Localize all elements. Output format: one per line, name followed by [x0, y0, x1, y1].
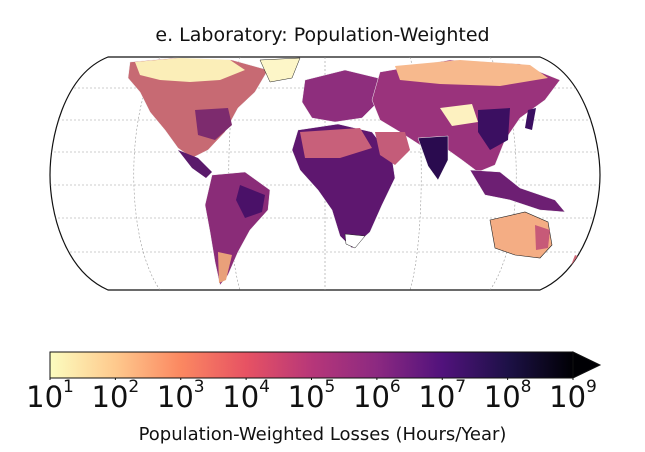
colorbar-tick-label: 102: [91, 377, 140, 414]
north-america: [127, 57, 269, 159]
europe: [301, 69, 381, 123]
siberia: [395, 60, 548, 86]
canada-north: [135, 58, 245, 82]
patagonia: [218, 252, 232, 283]
central-america: [178, 150, 212, 178]
africa-south-tip: [344, 233, 366, 249]
south-america-east: [236, 185, 265, 218]
colorbar-extend-arrow: [572, 351, 602, 379]
colorbar-label: Population-Weighted Losses (Hours/Year): [138, 424, 507, 445]
tibet: [440, 104, 478, 126]
colorbar-tick-label: 109: [549, 377, 597, 414]
southeast-asia: [469, 169, 566, 213]
china-east: [478, 108, 510, 150]
colorbar-tick-label: 106: [353, 377, 401, 414]
colorbar-tick-label: 108: [483, 377, 532, 414]
india: [417, 135, 449, 181]
sahara: [300, 128, 372, 158]
colorbar: [49, 351, 602, 380]
colorbar-tick-label: 103: [156, 377, 205, 414]
colorbar-gradient: [49, 351, 574, 379]
greenland: [259, 57, 301, 83]
colorbar-tick-label: 101: [26, 377, 74, 414]
world-map: [49, 56, 601, 291]
arabia: [375, 132, 410, 165]
japan: [525, 108, 536, 130]
australia-east: [535, 225, 550, 250]
usa-east: [195, 108, 232, 140]
map-title: e. Laboratory: Population-Weighted: [155, 24, 490, 46]
colorbar-tick-label: 107: [418, 377, 467, 414]
colorbar-tick-label: 105: [287, 377, 336, 414]
colorbar-tick-label: 104: [222, 377, 270, 414]
